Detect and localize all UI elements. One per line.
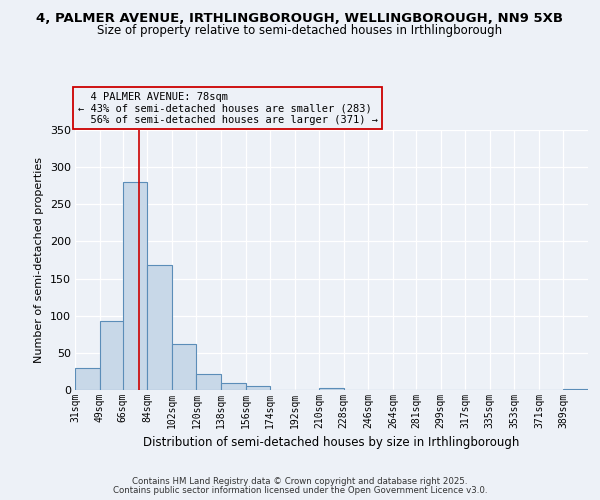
- Bar: [196, 374, 221, 390]
- Bar: [221, 382, 245, 390]
- Text: Contains HM Land Registry data © Crown copyright and database right 2025.: Contains HM Land Registry data © Crown c…: [132, 477, 468, 486]
- Bar: [172, 344, 196, 390]
- Bar: [319, 388, 344, 390]
- Bar: [75, 368, 100, 390]
- Bar: [245, 386, 270, 390]
- Text: Contains public sector information licensed under the Open Government Licence v3: Contains public sector information licen…: [113, 486, 487, 495]
- X-axis label: Distribution of semi-detached houses by size in Irthlingborough: Distribution of semi-detached houses by …: [143, 436, 520, 450]
- Bar: [563, 388, 588, 390]
- Bar: [123, 182, 148, 390]
- Text: Size of property relative to semi-detached houses in Irthlingborough: Size of property relative to semi-detach…: [97, 24, 503, 37]
- Text: 4 PALMER AVENUE: 78sqm
← 43% of semi-detached houses are smaller (283)
  56% of : 4 PALMER AVENUE: 78sqm ← 43% of semi-det…: [77, 92, 377, 125]
- Bar: [100, 321, 124, 390]
- Y-axis label: Number of semi-detached properties: Number of semi-detached properties: [34, 157, 44, 363]
- Bar: [148, 265, 172, 390]
- Text: 4, PALMER AVENUE, IRTHLINGBOROUGH, WELLINGBOROUGH, NN9 5XB: 4, PALMER AVENUE, IRTHLINGBOROUGH, WELLI…: [37, 12, 563, 26]
